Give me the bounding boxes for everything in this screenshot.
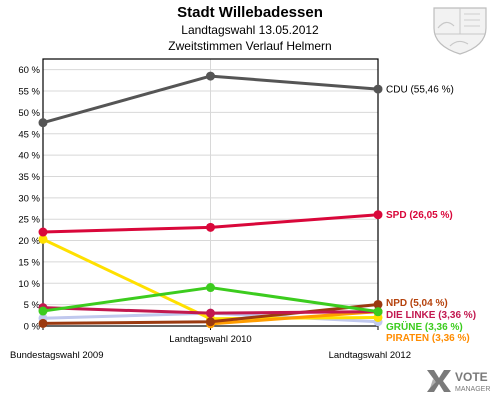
x-tick-label: Landtagswahl 2010 (169, 334, 251, 345)
y-tick-label: 45 % (18, 129, 40, 140)
y-tick-label: 50 % (18, 108, 40, 119)
series-end-label: DIE LINKE (3,36 %) (386, 310, 476, 321)
data-point (38, 234, 48, 244)
data-point (38, 318, 48, 328)
series-end-label: GRÜNE (3,36 %) (386, 320, 463, 333)
x-tick-label: Landtagswahl 2012 (329, 350, 411, 361)
series-end-label: NPD (5,04 %) (386, 298, 448, 309)
y-tick-label: 30 % (18, 193, 40, 204)
chart-title: Stadt Willebadessen (177, 4, 323, 21)
y-tick-label: 60 % (18, 65, 40, 76)
labels: CDU (55,46 %) SPD (26,05 %) GRÜNE (3,36 %)… (386, 85, 476, 344)
data-point (373, 307, 383, 317)
chart-subtitle-2: Zweitstimmen Verlauf Helmern (168, 39, 332, 53)
series-end-label: SPD (26,05 %) (386, 210, 453, 221)
data-point (206, 317, 215, 327)
series (38, 71, 383, 329)
y-tick-label: 10 % (18, 279, 40, 290)
y-tick-label: 35 % (18, 172, 40, 183)
chart-subtitle: Landtagswahl 13.05.2012 (181, 23, 319, 37)
axes: 0 % 5 % 10 % 15 % 20 % 25 % 30 % 35 % 40 % 45 % 50… (10, 58, 411, 361)
series-line-piraten (210, 310, 379, 326)
y-tick-label: 5 % (24, 300, 41, 311)
y-tick-label: 15 % (18, 257, 40, 268)
y-tick-label: 55 % (18, 87, 40, 98)
nrw-coat-of-arms-icon (433, 7, 487, 55)
y-tick-label: 20 % (18, 236, 40, 247)
series-end-label: CDU (55,46 %) (386, 85, 454, 96)
data-point (206, 71, 215, 81)
data-point (373, 299, 383, 309)
data-point (206, 308, 215, 318)
votemanager-logo: VOTE MANAGER (424, 366, 498, 401)
data-point (206, 222, 215, 232)
data-point (373, 84, 383, 94)
y-tick-label: 25 % (18, 215, 40, 226)
y-tick-label: 40 % (18, 151, 40, 162)
data-point (38, 227, 48, 237)
y-tick-label: 0 % (24, 322, 41, 333)
logo-text-vote: VOTE (455, 370, 488, 384)
series-end-label: PIRATEN (3,36 %) (386, 333, 470, 344)
data-point (373, 210, 383, 220)
data-point (206, 283, 215, 293)
logo-text-manager: MANAGER (455, 386, 490, 393)
data-point (38, 118, 48, 128)
x-tick-label: Bundestagswahl 2009 (10, 350, 104, 361)
data-point (38, 306, 48, 316)
